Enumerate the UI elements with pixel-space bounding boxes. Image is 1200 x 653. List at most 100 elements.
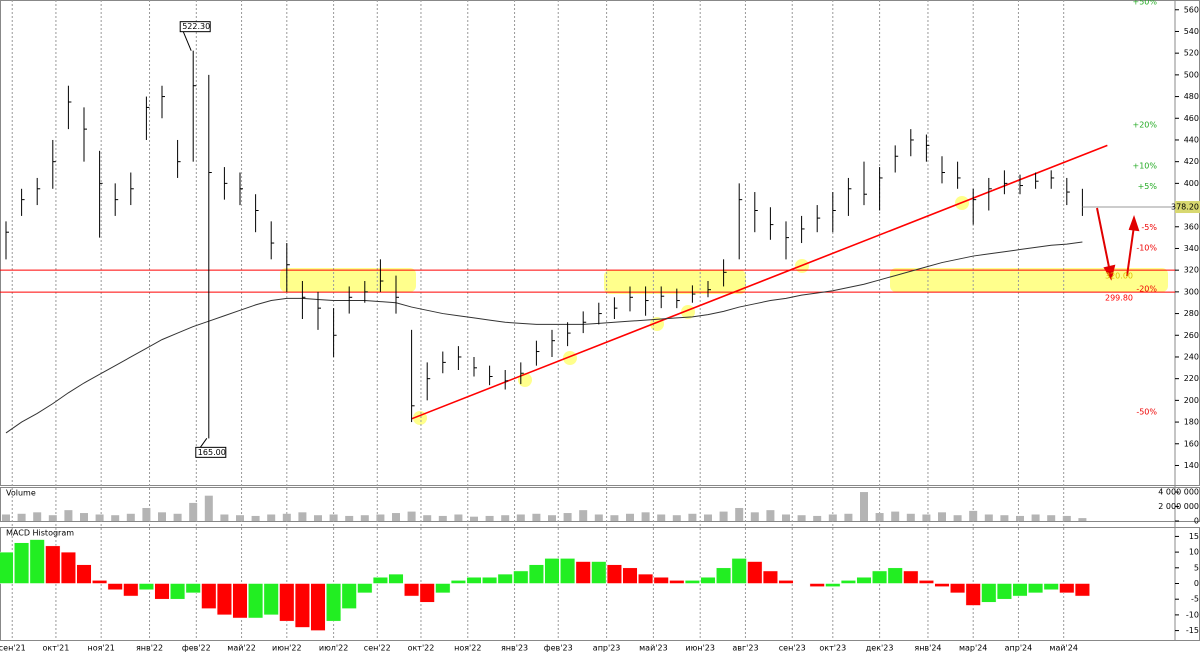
volume-bar (938, 512, 946, 521)
macd-bar (1028, 583, 1044, 594)
volume-bar (735, 507, 744, 521)
y-tick-label: 420 (1184, 157, 1199, 166)
y-tick-label: -5 (1191, 595, 1199, 604)
y-tick-label: -10 (1186, 610, 1199, 619)
x-tick-label: фев'22 (182, 644, 211, 653)
x-tick-label: мар'24 (959, 644, 987, 653)
y-tick-label: 240 (1184, 352, 1199, 361)
volume-bar (516, 514, 525, 521)
macd-bar (981, 583, 997, 603)
x-tick-label: июн'22 (272, 644, 302, 653)
x-tick-label: сен'22 (364, 644, 391, 653)
volume-bar (33, 512, 42, 521)
y-tick-label: 260 (1184, 331, 1199, 340)
macd-bar (185, 583, 201, 594)
macd-bar (201, 583, 217, 609)
callout-label: 165.00 (198, 448, 226, 457)
volume-bar (345, 515, 354, 521)
macd-bar (310, 583, 326, 631)
volume-bar (704, 514, 712, 521)
volume-bar (969, 510, 978, 521)
y-tick-label: 400 (1184, 179, 1199, 188)
macd-bar (638, 573, 654, 584)
y-tick-label: 200 (1184, 396, 1199, 405)
volume-bar (173, 513, 182, 521)
y-tick-label: 5 (1194, 563, 1199, 572)
macd-bar (388, 573, 404, 584)
volume-bar (1000, 515, 1009, 521)
volume-bar (1031, 514, 1040, 521)
y-tick-label: 180 (1184, 418, 1199, 427)
macd-bar (372, 576, 388, 584)
panel-title: MACD Histogram (6, 529, 74, 538)
y-tick-label: 4 000 000 (1158, 488, 1199, 497)
volume-bar (17, 513, 26, 521)
zone (280, 268, 416, 292)
y-tick-label: 160 (1184, 439, 1199, 448)
volume-bar (782, 514, 790, 521)
macd-bar (1012, 583, 1028, 597)
volume-bar (548, 515, 556, 521)
macd-bar (326, 583, 342, 622)
last-price-label: 378.20 (1171, 203, 1199, 212)
last-price-box (1175, 201, 1200, 214)
volume-bar (672, 515, 681, 521)
y-tick-label: 0 (1194, 579, 1199, 588)
volume-bar (64, 510, 73, 521)
volume-bar (329, 514, 338, 521)
arrow (1126, 225, 1135, 277)
macd-bar (45, 545, 61, 584)
x-tick-label: авг'23 (732, 644, 758, 653)
volume-bar (750, 512, 759, 521)
callout-label: 522.30 (182, 22, 210, 31)
volume-bar (470, 516, 478, 521)
x-tick-label: окт'22 (408, 644, 435, 653)
macd-bar (92, 580, 108, 584)
volume-bar (922, 514, 931, 521)
y-tick-label: 340 (1184, 244, 1199, 253)
macd-bar (497, 573, 513, 584)
x-tick-label: апр'23 (593, 644, 621, 653)
volume-bar (626, 513, 634, 521)
macd-bar (216, 583, 232, 616)
trendline (411, 144, 1108, 420)
arrows (1096, 207, 1140, 281)
percent-label: -5% (1141, 223, 1157, 232)
volume-bar (797, 515, 806, 521)
volume-bar (844, 513, 853, 521)
volume-bar (267, 514, 276, 521)
macd-bar (528, 564, 544, 584)
volume-bar (454, 514, 463, 521)
volume-bar (282, 513, 291, 521)
x-tick-label: сен'21 (0, 644, 26, 653)
volume-bar (953, 515, 962, 521)
macd-bar (263, 583, 279, 616)
zone (890, 268, 1168, 292)
macd-bar (279, 583, 295, 622)
volume-bar (220, 514, 229, 521)
moving-average (5, 241, 1083, 434)
macd-bar (123, 583, 139, 597)
y-tick-label: 320 (1184, 266, 1199, 275)
volume-bar (594, 514, 603, 521)
macd-bar (778, 580, 794, 584)
macd-bar (996, 583, 1012, 600)
macd-bar (294, 583, 310, 628)
volume-bar (860, 492, 868, 521)
percent-label: +10% (1133, 161, 1158, 170)
volume-bar (2, 514, 10, 521)
volume-bar (111, 515, 120, 521)
macd-bar (762, 570, 778, 584)
volume-bar (48, 515, 57, 521)
macd-bar (138, 583, 154, 591)
macd-bar (107, 583, 123, 591)
volume-bar (438, 515, 447, 521)
macd-bar (14, 542, 30, 584)
volume-bar (376, 514, 385, 521)
x-tick-label: июн'23 (685, 644, 715, 653)
panel-title: Volume (6, 489, 36, 498)
y-tick-label: 280 (1184, 309, 1199, 318)
percent-label: -10% (1136, 244, 1157, 253)
macd-bar (248, 583, 264, 619)
